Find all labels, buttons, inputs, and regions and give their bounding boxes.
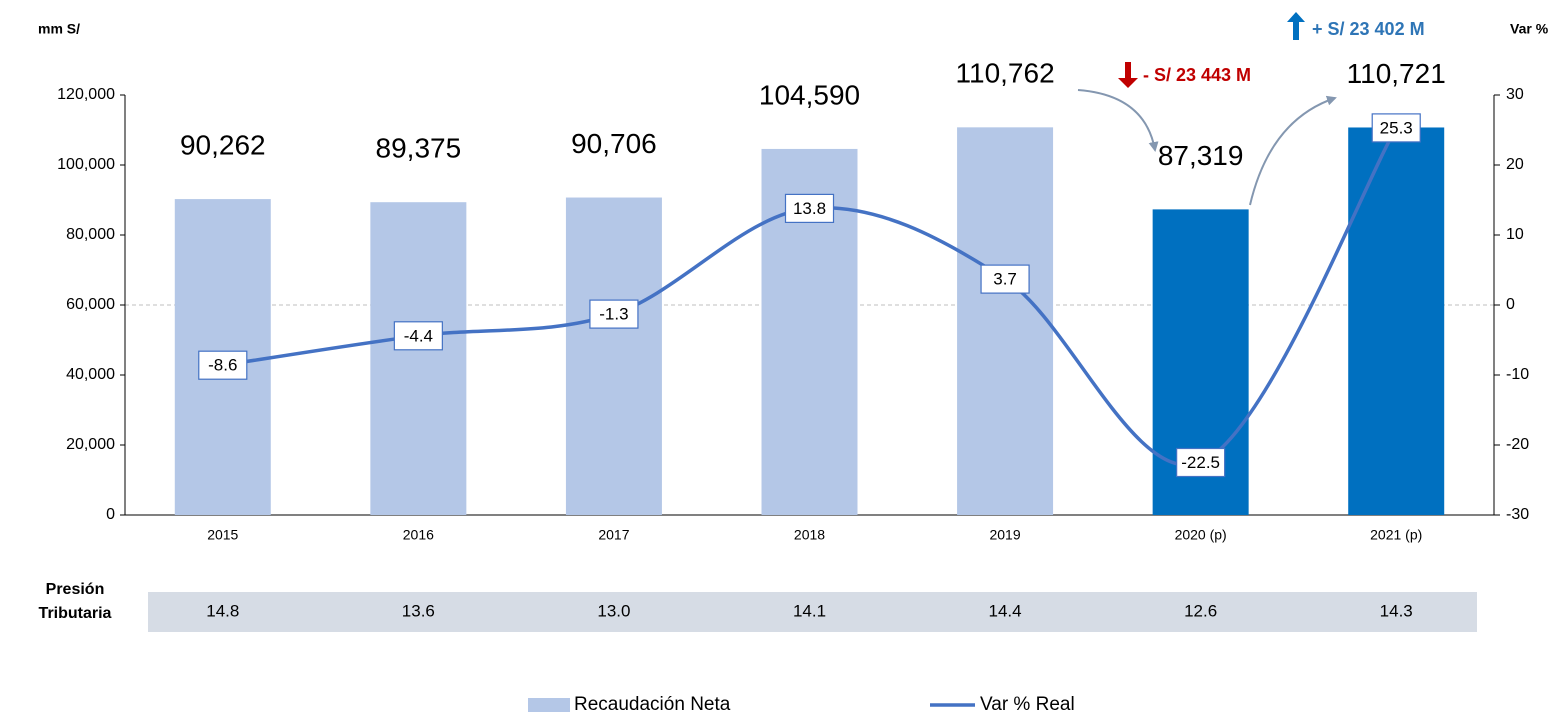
tax-pressure-value: 13.0	[597, 601, 630, 620]
bar-value-label: 90,706	[571, 128, 657, 159]
y2-tick-label: 10	[1506, 226, 1524, 243]
tax-pressure-value: 14.1	[793, 601, 826, 620]
bar-value-label: 110,721	[1347, 58, 1446, 89]
x-tick-label: 2020 (p)	[1175, 527, 1227, 543]
increase-annotation: + S/ 23 402 M	[1312, 19, 1425, 39]
bar-value-label: 104,590	[759, 79, 860, 110]
x-tick-label: 2018	[794, 527, 825, 543]
y-axis-unit: mm S/	[38, 21, 80, 37]
data-label-box	[980, 264, 1030, 294]
curved-arrow	[1077, 89, 1159, 152]
row-label: Tributaria	[39, 605, 112, 622]
y2-tick-label: -20	[1506, 436, 1529, 453]
y2-tick-label: 20	[1506, 156, 1524, 173]
y-tick-label: 120,000	[57, 86, 115, 103]
bar-value-label: 110,762	[956, 58, 1055, 89]
tax-pressure-band	[148, 592, 1477, 632]
x-tick-label: 2021 (p)	[1370, 527, 1422, 543]
line-value-label: -22.5	[1181, 453, 1220, 472]
bar	[565, 197, 662, 516]
tax-pressure-value: 14.3	[1380, 601, 1413, 620]
bar-value-label: 89,375	[376, 133, 462, 164]
bar	[370, 202, 467, 515]
bar-value-label: 90,262	[180, 129, 266, 160]
bar-value-label: 87,319	[1158, 140, 1244, 171]
line-value-label: 13.8	[793, 199, 826, 218]
data-label-box	[198, 350, 248, 380]
data-label-box	[393, 321, 443, 351]
tax-pressure-value: 14.4	[989, 601, 1022, 620]
decrease-annotation: - S/ 23 443 M	[1143, 65, 1251, 85]
data-label-box	[784, 193, 835, 223]
bar	[957, 127, 1054, 515]
y2-tick-label: 0	[1506, 296, 1515, 313]
curved-arrow	[1249, 95, 1337, 206]
row-label: Presión	[46, 581, 105, 598]
legend-label: Recaudación Neta	[574, 694, 731, 715]
y-tick-label: 0	[106, 506, 115, 523]
legend-label: Var % Real	[980, 694, 1075, 715]
bar	[1348, 127, 1445, 515]
line-value-label: -8.6	[208, 356, 237, 375]
y2-tick-label: -30	[1506, 506, 1529, 523]
y-tick-label: 20,000	[66, 436, 115, 453]
tax-pressure-value: 12.6	[1184, 601, 1217, 620]
data-label-box	[589, 299, 639, 329]
y2-tick-label: -10	[1506, 366, 1529, 383]
y-tick-label: 60,000	[66, 296, 115, 313]
line-value-label: -4.4	[404, 326, 433, 345]
down-arrow-icon	[1118, 62, 1138, 88]
data-label-box	[1371, 113, 1421, 143]
line-value-label: -1.3	[599, 305, 628, 324]
y-tick-label: 100,000	[57, 156, 115, 173]
y2-tick-label: 30	[1506, 86, 1524, 103]
x-tick-label: 2016	[403, 527, 434, 543]
y-tick-label: 40,000	[66, 366, 115, 383]
x-tick-label: 2017	[598, 527, 629, 543]
data-label-box	[1176, 447, 1226, 478]
tax-pressure-value: 14.8	[206, 601, 239, 620]
y-tick-label: 80,000	[66, 226, 115, 243]
legend-swatch	[528, 698, 570, 712]
up-arrow-icon	[1287, 12, 1305, 40]
x-tick-label: 2019	[989, 527, 1020, 543]
x-tick-label: 2015	[207, 527, 238, 543]
y2-axis-unit: Var %	[1510, 21, 1549, 37]
line-value-label: 25.3	[1380, 118, 1413, 137]
tax-pressure-value: 13.6	[402, 601, 435, 620]
line-value-label: 3.7	[993, 270, 1017, 289]
